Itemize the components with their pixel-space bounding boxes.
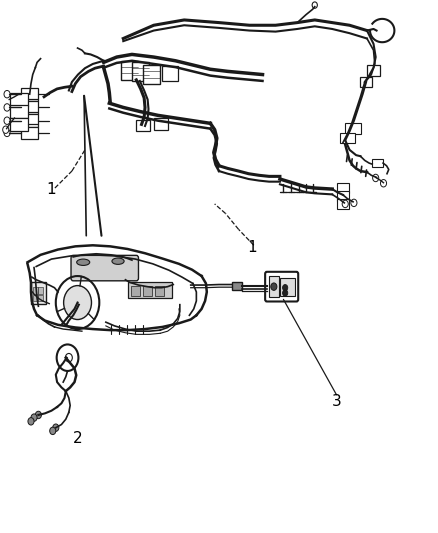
Bar: [39, 287, 43, 294]
Bar: [367, 65, 380, 76]
Circle shape: [35, 411, 42, 419]
Bar: [33, 287, 38, 294]
Ellipse shape: [77, 259, 90, 265]
Bar: [21, 101, 39, 114]
Bar: [154, 118, 168, 130]
Bar: [336, 183, 349, 193]
Bar: [336, 191, 349, 201]
Bar: [162, 66, 178, 81]
Bar: [232, 282, 242, 290]
Circle shape: [283, 290, 288, 296]
Circle shape: [283, 285, 288, 291]
Text: 2: 2: [73, 431, 82, 446]
Bar: [372, 159, 383, 167]
Bar: [10, 118, 28, 131]
Bar: [21, 126, 39, 139]
Bar: [143, 286, 152, 296]
Circle shape: [373, 174, 379, 182]
Bar: [336, 199, 349, 209]
Circle shape: [3, 126, 9, 133]
Bar: [268, 276, 279, 297]
Ellipse shape: [112, 258, 124, 264]
Circle shape: [312, 2, 318, 9]
Bar: [21, 114, 39, 127]
Circle shape: [271, 283, 277, 290]
Bar: [39, 295, 43, 302]
Bar: [155, 286, 164, 296]
FancyBboxPatch shape: [71, 255, 138, 281]
Bar: [131, 286, 140, 296]
Bar: [280, 278, 295, 296]
Bar: [143, 65, 160, 84]
Bar: [136, 119, 150, 131]
Bar: [132, 62, 149, 81]
Bar: [10, 93, 28, 106]
Bar: [121, 61, 138, 80]
Circle shape: [342, 200, 348, 208]
Circle shape: [351, 199, 357, 207]
Circle shape: [64, 286, 92, 319]
Circle shape: [4, 104, 10, 111]
Circle shape: [4, 91, 10, 98]
Bar: [21, 88, 39, 101]
Text: 1: 1: [46, 182, 56, 197]
Circle shape: [4, 117, 10, 124]
Circle shape: [381, 180, 387, 187]
Bar: [339, 133, 355, 143]
Bar: [33, 295, 38, 302]
Bar: [360, 77, 372, 87]
Bar: [345, 123, 361, 134]
Bar: [31, 282, 46, 304]
Circle shape: [65, 353, 72, 362]
Text: 1: 1: [247, 240, 257, 255]
Bar: [128, 282, 172, 298]
Circle shape: [4, 129, 10, 136]
Text: 3: 3: [332, 394, 341, 409]
Circle shape: [53, 424, 59, 431]
FancyBboxPatch shape: [265, 272, 298, 302]
Bar: [10, 106, 28, 118]
Circle shape: [49, 427, 56, 434]
Circle shape: [28, 418, 34, 425]
Circle shape: [31, 414, 37, 421]
